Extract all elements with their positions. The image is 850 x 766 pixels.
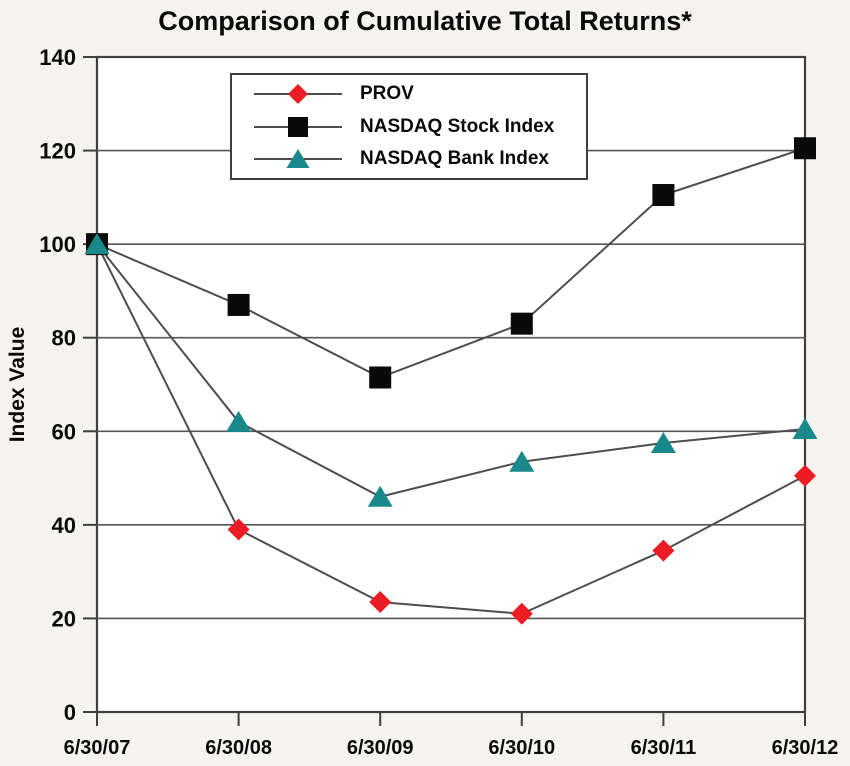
series-nasdaq-stock-index bbox=[96, 147, 806, 379]
y-tick-label: 20 bbox=[52, 606, 76, 631]
y-axis-label: Index Value bbox=[6, 327, 29, 443]
triangle-marker-icon bbox=[367, 485, 393, 507]
y-tick-label: 40 bbox=[52, 513, 76, 538]
x-axis: 6/30/07 6/30/08 6/30/09 6/30/10 6/30/11 6/30/… bbox=[64, 712, 839, 759]
nasdaq-bank-index-marker-icon bbox=[254, 148, 342, 168]
prov-marker-icon bbox=[254, 84, 342, 105]
diamond-marker-icon bbox=[652, 539, 675, 562]
square-marker-icon bbox=[288, 116, 308, 137]
x-tick-label: 6/30/08 bbox=[205, 737, 272, 759]
chart-title: Comparison of Cumulative Total Returns* bbox=[158, 6, 692, 36]
series-line bbox=[96, 243, 806, 498]
legend-label: PROV bbox=[360, 83, 414, 105]
x-tick-label: 6/30/12 bbox=[772, 737, 839, 759]
y-tick-label: 0 bbox=[64, 700, 76, 725]
legend-item-nasdaq-stock-index: NASDAQ Stock Index bbox=[252, 114, 586, 140]
square-marker-icon bbox=[227, 293, 250, 316]
y-axis: 0 20 40 60 80 100 120 140 bbox=[39, 45, 97, 725]
x-tick-label: 6/30/07 bbox=[64, 737, 131, 759]
triangle-marker-icon bbox=[509, 450, 535, 472]
series-prov bbox=[96, 243, 806, 615]
x-tick-label: 6/30/10 bbox=[488, 737, 555, 759]
nasdaq-bank-index-markers bbox=[84, 233, 818, 507]
y-tick-label: 140 bbox=[39, 45, 76, 70]
triangle-marker-icon bbox=[286, 148, 310, 168]
y-tick-label: 100 bbox=[39, 232, 76, 257]
legend-label: NASDAQ Bank Index bbox=[360, 147, 549, 169]
y-tick-label: 80 bbox=[52, 326, 76, 351]
x-tick-label: 6/30/09 bbox=[347, 737, 414, 759]
square-marker-icon bbox=[652, 184, 675, 207]
triangle-marker-icon bbox=[650, 431, 676, 453]
diamond-marker-icon bbox=[369, 591, 392, 614]
legend-box: PROV NASDAQ Stock Index NASDAQ Bank Inde… bbox=[230, 73, 588, 180]
diamond-marker-icon bbox=[288, 84, 308, 105]
triangle-marker-icon bbox=[792, 417, 818, 439]
square-marker-icon bbox=[369, 366, 392, 389]
legend-item-nasdaq-bank-index: NASDAQ Bank Index bbox=[252, 146, 586, 172]
square-marker-icon bbox=[794, 137, 816, 160]
y-tick-label: 120 bbox=[39, 139, 76, 164]
legend-item-prov: PROV bbox=[252, 81, 586, 107]
diamond-marker-icon bbox=[510, 602, 533, 625]
y-tick-label: 60 bbox=[52, 419, 76, 444]
triangle-marker-icon bbox=[226, 410, 252, 432]
nasdaq-stock-index-marker-icon bbox=[254, 116, 342, 137]
series-nasdaq-bank-index bbox=[96, 243, 806, 498]
series-line bbox=[96, 147, 806, 379]
triangle-marker-icon bbox=[84, 233, 110, 255]
legend-label: NASDAQ Stock Index bbox=[360, 115, 555, 137]
square-marker-icon bbox=[510, 312, 533, 335]
diamond-marker-icon bbox=[227, 518, 250, 541]
nasdaq-stock-index-markers bbox=[86, 137, 816, 389]
x-tick-label: 6/30/11 bbox=[631, 737, 697, 759]
diamond-marker-icon bbox=[794, 464, 816, 487]
series-line bbox=[96, 243, 806, 615]
